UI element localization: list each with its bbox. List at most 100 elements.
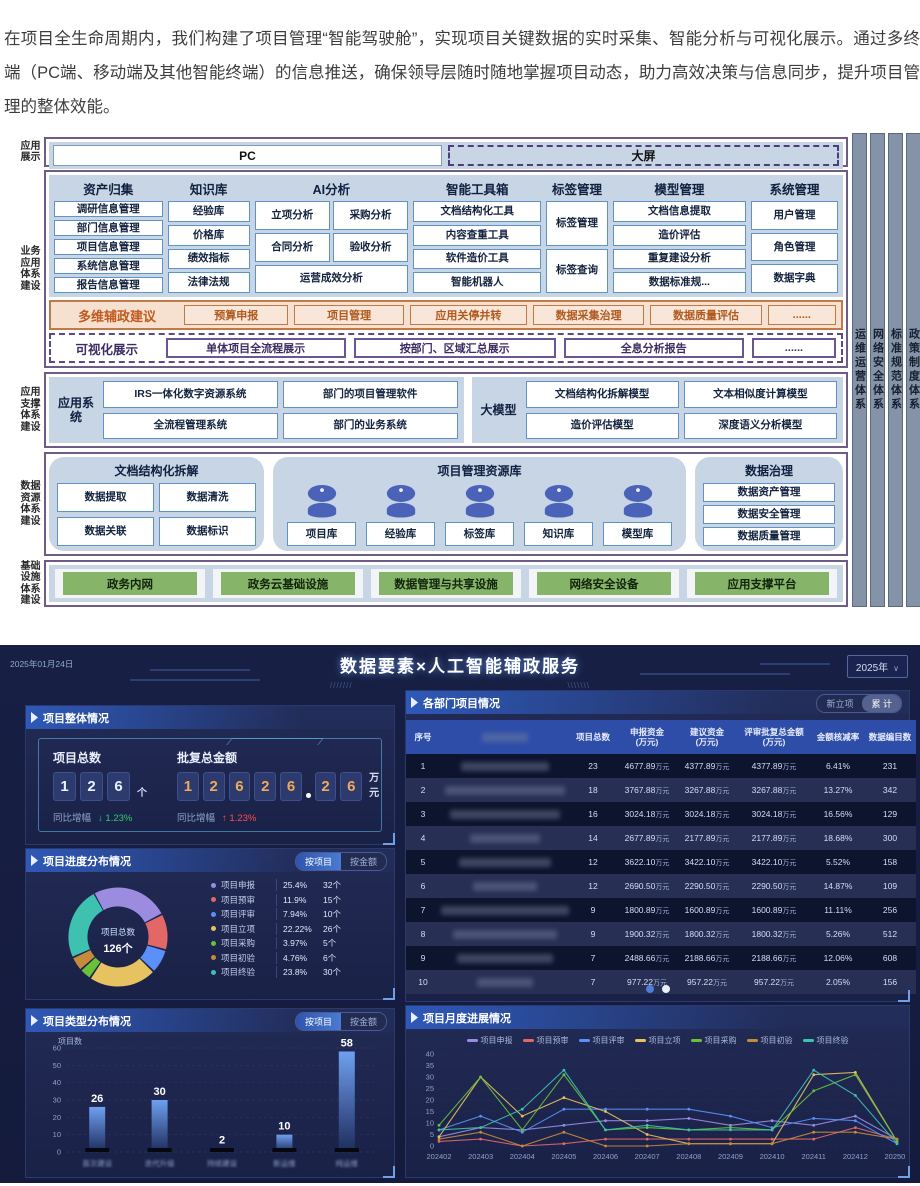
column-items: 文档结构化工具 内容查重工具 软件造价工具 智能机器人 — [413, 201, 542, 293]
table-cell: 23 — [570, 754, 616, 778]
approved-amount-label: 批复总金额 — [177, 751, 238, 765]
diagram-item: 数据标识 — [159, 517, 256, 546]
advice-item: 数据质量评估 — [650, 305, 762, 325]
diagram-item: 角色管理 — [750, 232, 838, 262]
repo-label: 项目库 — [287, 522, 356, 546]
legend-name: 项目采购 — [221, 937, 277, 949]
table-cell: 9 — [406, 946, 440, 970]
legend-item: 项目立项 22.22% 26个 — [211, 922, 389, 935]
toggle-button[interactable]: 新立项 — [817, 695, 863, 712]
business-column-2: 知识库 经验库 价格库 绩效指标 法律法规 — [167, 179, 250, 293]
table-cell: 1 — [406, 754, 440, 778]
blurred-department — [477, 977, 533, 987]
svg-text:0: 0 — [57, 1148, 61, 1157]
column-items: 调研信息管理 部门信息管理 项目信息管理 系统信息管理 报告信息管理 — [54, 201, 163, 293]
table-cell: 2488.66万元 — [616, 946, 678, 970]
svg-text:纯运维: 纯运维 — [336, 1158, 359, 1168]
diagram-item: 数据资产管理 — [703, 483, 835, 502]
column-title: 标签管理 — [552, 183, 603, 197]
table-cell: 2290.50万元 — [678, 874, 736, 898]
legend-item: 项目预审 11.9% 15个 — [211, 893, 389, 906]
svg-text:202402: 202402 — [426, 1152, 451, 1161]
panel-department-projects: 各部门项目情况 新立项累 计 序号 项目总数 申报资金 (万元) 建议资金 (万元) 评审批… — [405, 690, 916, 1002]
bar-chart: 项目数 0 10 20 30 40 50 60 26 首次建设 30 迭代升级 2 持续建设 10 新运维 58… — [53, 1036, 378, 1168]
pagination-dot[interactable] — [645, 985, 654, 993]
pillar-label: 运维运营体系 — [853, 328, 866, 412]
layer-data: 数据资源体系建设 文档结构化拆解 数据提取 数据清洗 数据关联 数据标识 项目管理资源库 项目… — [20, 452, 848, 556]
panel-title: 项目进度分布情况 — [43, 855, 131, 868]
table-cell: 4377.89万元 — [736, 754, 812, 778]
pagination-dot[interactable] — [661, 985, 670, 993]
column-title: 资产归集 — [83, 183, 134, 197]
legend-percent: 11.9% — [283, 894, 307, 905]
infra-cell: 应用支撑平台 — [687, 569, 837, 598]
blurred-department — [450, 809, 560, 819]
table-cell: 2177.89万元 — [678, 826, 736, 850]
legend-name: 项目终验 — [816, 1036, 849, 1045]
table-cell: 3267.88万元 — [736, 778, 812, 802]
svg-text:50: 50 — [53, 1061, 61, 1070]
table-header-cell: 申报资金 (万元) — [616, 720, 678, 754]
diagram-item: 系统信息管理 — [54, 258, 163, 274]
panel-type-distribution: 项目类型分布情况 按项目 按金额 项目数 0 10 20 30 40 50 60 26 首次建设 30… — [25, 1008, 395, 1178]
advice-row: 多维辅政建议 预算申报 项目管理 应用关停并转 数据采集治理 数据质量评估...... — [49, 300, 843, 330]
pillar-4: 政策制度体系 — [906, 133, 920, 607]
table-cell — [440, 970, 570, 994]
advice-item: 应用关停并转 — [409, 305, 528, 325]
year-select[interactable]: 2025年 ∨ — [846, 655, 908, 678]
table-row: 5 12 3622.10万元 3422.10万元 3422.10万元 5.52% 158 — [406, 850, 916, 874]
toggle-button[interactable]: 按项目 — [295, 853, 341, 870]
table-cell: 12 — [570, 874, 616, 898]
legend-line-icon — [690, 1039, 702, 1042]
table-cell: 1800.89万元 — [616, 898, 678, 922]
toggle-button[interactable]: 累 计 — [862, 695, 901, 712]
table-cell: 3 — [406, 802, 440, 826]
diagram-item: 软件造价工具 — [413, 248, 542, 270]
diagram-item: 数据标准规... — [612, 272, 746, 293]
table-cell: 300 — [864, 826, 916, 850]
diagram-item: 数据关联 — [57, 517, 154, 546]
database-icon — [524, 484, 593, 518]
table-cell — [440, 850, 570, 874]
digit-unit: 万元 — [369, 773, 380, 799]
visual-row-label: 可视化展示 — [75, 342, 139, 357]
dashboard-screenshot: /////// \\\\\\\ 2025年01月24日 数据要素×人工智能辅政服… — [0, 645, 920, 1183]
business-column-1: 资产归集调研信息管理 部门信息管理 项目信息管理 系统信息管理 报告信息管理 — [54, 179, 163, 293]
panel-type-header: 项目类型分布情况 按项目 按金额 — [26, 1009, 394, 1032]
pillar-1: 运维运营体系 — [852, 133, 867, 607]
table-cell: 7 — [570, 970, 616, 994]
app-systems-grid: IRS一体化数字资源系统 部门的项目管理软件 全流程管理系统 部门的业务系统 — [103, 381, 458, 439]
blurred-department — [453, 929, 557, 939]
table-header-cell — [440, 720, 570, 754]
header-decor-line — [150, 669, 250, 671]
toggle-button[interactable]: 按金额 — [340, 1013, 386, 1030]
svg-text:25: 25 — [426, 1084, 434, 1093]
table-header-cell: 项目总数 — [570, 720, 616, 754]
business-column-5: 标签管理 标签管理 标签查询 — [546, 179, 608, 293]
svg-text:持续建设: 持续建设 — [207, 1158, 237, 1168]
table-cell: 13.27% — [812, 778, 864, 802]
column-title: 模型管理 — [654, 183, 705, 197]
column-title: 智能工具箱 — [445, 183, 509, 197]
toggle-button[interactable]: 按金额 — [340, 853, 386, 870]
toggle-button[interactable]: 按项目 — [295, 1013, 341, 1030]
pillar-label: 政策制度体系 — [907, 328, 920, 412]
svg-text:30: 30 — [153, 1086, 165, 1098]
table-header-cell: 评审批复总金额 (万元) — [736, 720, 812, 754]
table-cell: 2690.50万元 — [616, 874, 678, 898]
table-cell: 109 — [864, 874, 916, 898]
table-cell: 231 — [864, 754, 916, 778]
column-title: 知识库 — [189, 183, 228, 197]
table-cell — [440, 826, 570, 850]
svg-text:202407: 202407 — [635, 1152, 660, 1161]
big-model-title: 大模型 — [480, 403, 517, 417]
layer-display: 应用展示 PC 大屏 — [20, 137, 848, 169]
table-cell: 6.41% — [812, 754, 864, 778]
diagram-item: 运营成效分析 — [254, 264, 409, 293]
svg-text:新运维: 新运维 — [273, 1158, 296, 1168]
table-cell: 9 — [570, 922, 616, 946]
diagram-item: 数据提取 — [57, 483, 154, 512]
digit-box: 1 — [177, 772, 199, 801]
diagram-item: 重复建设分析 — [612, 248, 746, 270]
